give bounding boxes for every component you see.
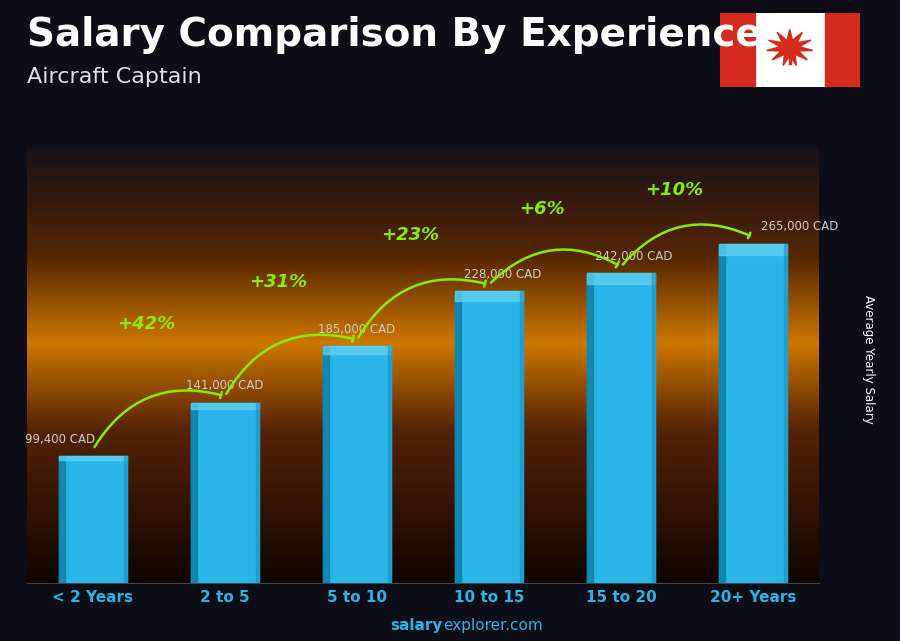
Bar (454, 291, 461, 583)
Text: 185,000 CAD: 185,000 CAD (319, 323, 396, 336)
Text: explorer.com: explorer.com (443, 619, 543, 633)
Bar (323, 346, 392, 354)
Bar (256, 403, 259, 583)
Bar (719, 244, 724, 583)
Bar (323, 346, 392, 583)
Bar (191, 403, 259, 583)
Text: +23%: +23% (381, 226, 439, 244)
Bar (191, 403, 259, 409)
Bar (720, 13, 755, 87)
Text: 242,000 CAD: 242,000 CAD (596, 250, 673, 263)
Bar (191, 403, 197, 583)
Bar (388, 346, 392, 583)
Text: 141,000 CAD: 141,000 CAD (186, 379, 264, 392)
Text: Aircraft Captain: Aircraft Captain (27, 67, 202, 87)
Bar (719, 244, 788, 256)
Bar (719, 244, 788, 583)
Bar (454, 291, 523, 301)
Bar (824, 13, 859, 87)
Bar (454, 291, 523, 583)
Bar (587, 273, 593, 583)
Bar (323, 346, 328, 583)
Bar (587, 273, 655, 284)
Text: +6%: +6% (519, 200, 564, 218)
Bar (652, 273, 655, 583)
Bar (520, 291, 523, 583)
Text: 228,000 CAD: 228,000 CAD (464, 268, 541, 281)
Text: +31%: +31% (248, 273, 307, 291)
Bar (58, 456, 127, 583)
Text: Average Yearly Salary: Average Yearly Salary (862, 295, 875, 423)
Bar (58, 456, 65, 583)
Bar (784, 244, 788, 583)
Text: 265,000 CAD: 265,000 CAD (760, 221, 838, 233)
Polygon shape (767, 29, 813, 65)
Text: +42%: +42% (117, 315, 175, 333)
Bar (58, 456, 127, 460)
Text: Salary Comparison By Experience: Salary Comparison By Experience (27, 16, 761, 54)
Bar (124, 456, 127, 583)
Text: 99,400 CAD: 99,400 CAD (25, 433, 95, 445)
Text: +10%: +10% (644, 181, 703, 199)
Bar (587, 273, 655, 583)
Text: salary: salary (391, 619, 443, 633)
